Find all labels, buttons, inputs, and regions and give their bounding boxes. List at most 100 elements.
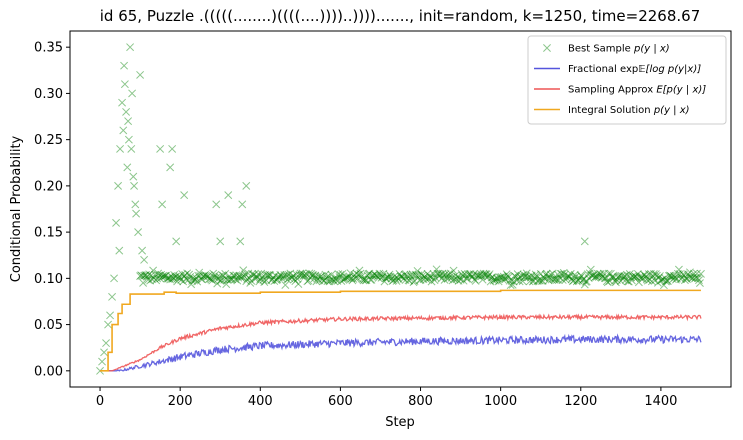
data-point — [511, 272, 520, 281]
data-point — [333, 276, 342, 285]
data-point — [132, 209, 141, 218]
data-point — [430, 276, 439, 285]
data-point — [678, 270, 687, 279]
data-point — [239, 266, 248, 275]
data-point — [450, 275, 459, 284]
series-3 — [100, 289, 701, 372]
data-point — [665, 271, 674, 280]
data-point — [541, 270, 550, 279]
data-point — [683, 270, 692, 279]
data-point — [149, 266, 158, 275]
data-point — [195, 268, 204, 277]
data-point — [512, 276, 521, 285]
data-point — [458, 271, 467, 280]
data-point — [488, 273, 497, 281]
data-point — [262, 276, 271, 285]
data-point — [138, 246, 147, 255]
data-point — [529, 276, 538, 285]
data-point — [594, 272, 603, 281]
data-point — [355, 266, 364, 275]
data-point — [328, 275, 337, 284]
data-point — [104, 320, 113, 329]
data-point — [284, 270, 293, 279]
data-point — [203, 272, 212, 281]
data-point — [576, 271, 585, 280]
data-point — [247, 276, 256, 285]
data-point — [515, 277, 524, 286]
data-point — [612, 276, 621, 284]
data-point — [215, 272, 224, 281]
data-point — [326, 275, 335, 284]
data-point — [540, 274, 549, 283]
data-point — [660, 273, 669, 282]
data-point — [482, 270, 491, 279]
data-point — [410, 277, 419, 285]
data-point — [688, 273, 697, 282]
data-point — [504, 273, 513, 282]
data-point — [171, 273, 180, 282]
data-point — [379, 269, 388, 278]
data-point — [619, 272, 628, 281]
data-point — [499, 272, 508, 281]
data-point — [421, 273, 430, 282]
data-point — [445, 273, 454, 282]
data-point — [383, 272, 392, 281]
data-point — [175, 272, 184, 281]
data-point — [536, 270, 545, 278]
data-point — [170, 270, 179, 279]
data-point — [401, 276, 410, 285]
data-point — [128, 89, 137, 98]
legend: Best Sample p(y | x) Fractional exp𝔼[log … — [527, 35, 727, 125]
data-point — [296, 269, 305, 278]
data-point — [396, 272, 405, 281]
data-point — [332, 274, 341, 283]
data-point — [463, 274, 472, 283]
data-point — [534, 276, 543, 285]
data-point — [124, 117, 133, 126]
y-tick-label: 0.20 — [34, 179, 63, 194]
data-point — [608, 272, 617, 281]
data-point — [476, 269, 485, 278]
data-point — [506, 281, 515, 290]
data-point — [248, 269, 257, 278]
data-point — [246, 278, 255, 287]
data-point — [151, 270, 160, 279]
data-point — [604, 269, 613, 278]
data-point — [263, 271, 272, 280]
data-point — [480, 271, 489, 279]
data-point — [380, 277, 389, 286]
data-point — [395, 270, 404, 278]
data-point — [493, 274, 502, 283]
data-point — [306, 273, 315, 282]
data-point — [198, 275, 207, 284]
data-point — [235, 271, 244, 280]
data-point — [278, 274, 287, 283]
data-point — [563, 271, 572, 280]
data-point — [366, 275, 375, 284]
data-point — [313, 274, 322, 283]
data-point — [561, 275, 570, 284]
data-point — [270, 277, 279, 286]
y-tick-label: 0.10 — [34, 272, 63, 287]
data-point — [191, 275, 200, 284]
x-tick-label: 1000 — [484, 394, 517, 409]
data-point — [535, 276, 544, 285]
series-line — [100, 289, 701, 372]
data-point — [487, 273, 496, 282]
data-point — [550, 275, 559, 284]
data-point — [645, 275, 654, 284]
data-point — [481, 270, 490, 278]
data-point — [454, 276, 463, 285]
data-point — [281, 281, 290, 289]
data-point — [166, 275, 175, 284]
data-point — [258, 273, 267, 281]
data-point — [452, 275, 461, 284]
data-point — [251, 275, 260, 283]
data-point — [96, 366, 104, 375]
data-point — [648, 272, 657, 281]
data-point — [212, 200, 221, 209]
data-point — [519, 270, 528, 279]
data-point — [408, 270, 417, 279]
data-point — [127, 144, 136, 153]
data-point — [182, 275, 191, 284]
